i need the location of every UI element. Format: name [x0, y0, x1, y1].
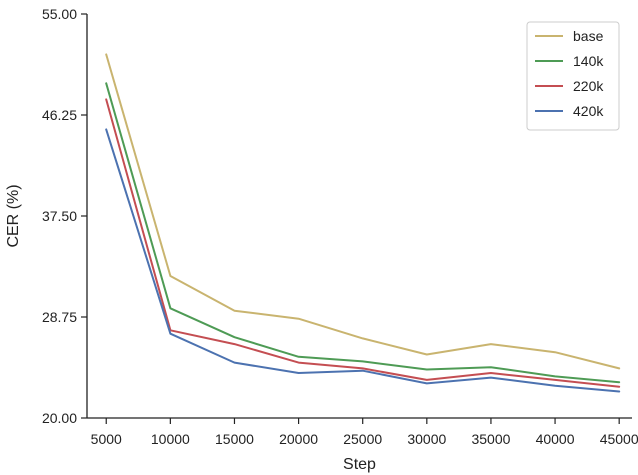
x-tick-label: 40000	[536, 431, 575, 447]
x-tick-label: 25000	[343, 431, 382, 447]
x-tick-label: 20000	[279, 431, 318, 447]
x-tick-label: 10000	[151, 431, 190, 447]
y-ticks: 20.00 28.75 37.50 46.25 55.00	[42, 6, 87, 426]
legend-label-140k: 140k	[573, 53, 604, 69]
x-tick-label: 45000	[600, 431, 638, 447]
y-tick-label: 20.00	[42, 410, 77, 426]
y-tick-label: 46.25	[42, 107, 77, 123]
y-tick-label: 55.00	[42, 6, 77, 22]
x-tick-label: 15000	[215, 431, 254, 447]
legend-label-420k: 420k	[573, 103, 604, 119]
x-axis-title: Step	[343, 456, 376, 473]
series-line-base	[105, 53, 621, 370]
x-tick-label: 35000	[471, 431, 510, 447]
series-lines	[105, 53, 621, 393]
legend-label-220k: 220k	[573, 78, 604, 94]
legend-frame	[526, 21, 620, 131]
series-line-420k	[105, 128, 621, 393]
legend: base 140k 220k 420k	[526, 21, 620, 131]
y-axis-title: CER (%)	[5, 184, 22, 247]
x-ticks: 5000 10000 15000 20000 25000 30000 35000 40000 4…	[91, 418, 638, 447]
legend-label-base: base	[573, 28, 604, 44]
x-tick-label: 5000	[91, 431, 122, 447]
y-tick-label: 37.50	[42, 208, 77, 224]
series-line-140k	[105, 82, 621, 384]
x-tick-label: 30000	[407, 431, 446, 447]
y-tick-label: 28.75	[42, 309, 77, 325]
series-line-220k	[105, 98, 621, 388]
